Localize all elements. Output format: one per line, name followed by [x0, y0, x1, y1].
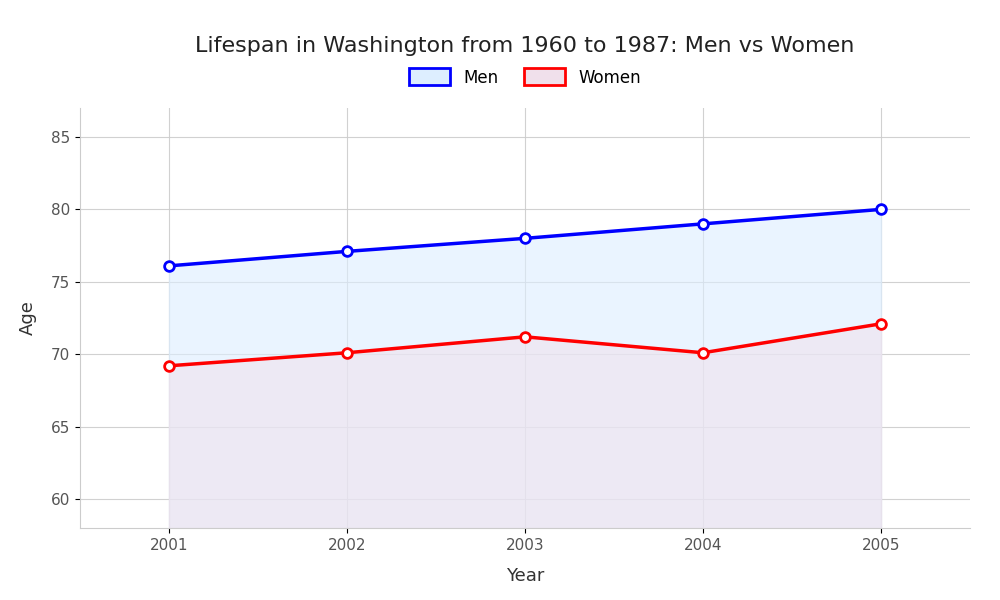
X-axis label: Year: Year	[506, 566, 544, 584]
Y-axis label: Age: Age	[19, 301, 37, 335]
Legend: Men, Women: Men, Women	[402, 62, 648, 93]
Title: Lifespan in Washington from 1960 to 1987: Men vs Women: Lifespan in Washington from 1960 to 1987…	[195, 37, 855, 56]
